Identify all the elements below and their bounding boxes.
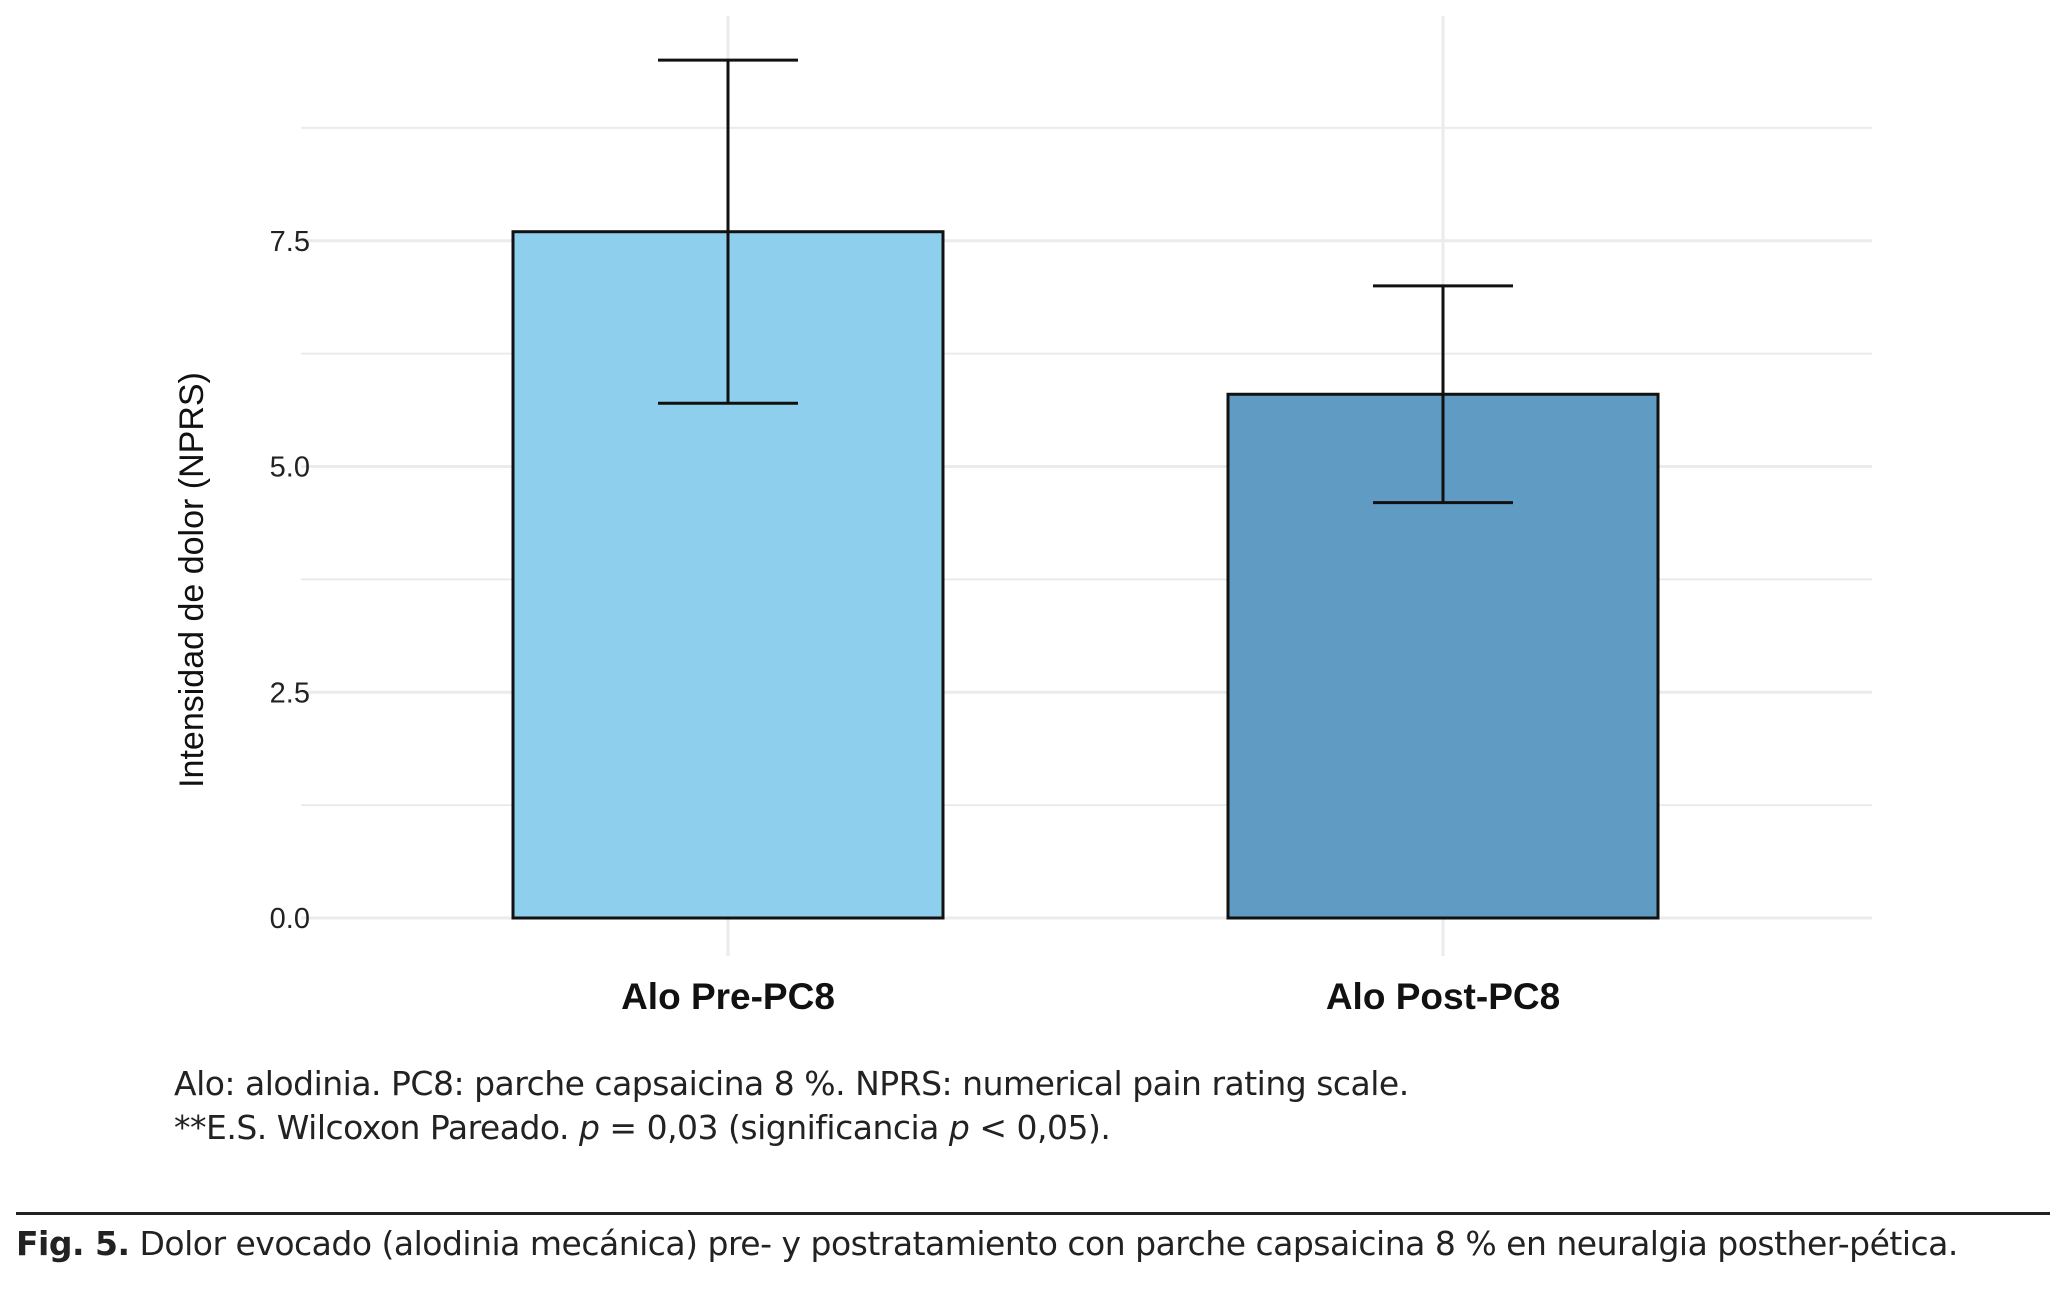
stats-mid: = 0,03 (significancia: [599, 1108, 949, 1147]
p-symbol: p: [578, 1108, 600, 1147]
bars: [511, 230, 1660, 920]
statistics-note: **E.S. Wilcoxon Pareado. p = 0,03 (signi…: [174, 1108, 1111, 1147]
figure-label: Fig. 5.: [16, 1224, 130, 1263]
stats-prefix: **E.S. Wilcoxon Pareado.: [174, 1108, 579, 1147]
bar-chart: 0.0 2.5 5.0 7.5 Alo Pre-PC8 Alo Post-PC8 Int…: [173, 16, 1872, 1017]
x-tick-labels: Alo Pre-PC8 Alo Post-PC8: [621, 976, 1560, 1017]
error-bars: [658, 58, 1513, 505]
y-axis-label: Intensidad de dolor (NPRS): [173, 372, 211, 788]
y-tick-label: 2.5: [270, 677, 310, 709]
figure-caption: Fig. 5. Dolor evocado (alodinia mecánica…: [16, 1222, 2056, 1265]
x-tick-label: Alo Post-PC8: [1326, 976, 1560, 1017]
y-tick-label: 0.0: [270, 903, 310, 935]
stats-suffix: < 0,05).: [969, 1108, 1111, 1147]
abbreviations-note: Alo: alodinia. PC8: parche capsaicina 8 …: [174, 1064, 1409, 1103]
p-symbol: p: [948, 1108, 970, 1147]
y-tick-label: 7.5: [270, 226, 310, 258]
figure-caption-text: Dolor evocado (alodinia mecánica) pre- y…: [129, 1224, 1958, 1263]
y-tick-label: 5.0: [270, 452, 310, 484]
y-tick-labels: 0.0 2.5 5.0 7.5: [270, 226, 310, 935]
caption-divider: [16, 1212, 2050, 1215]
x-tick-label: Alo Pre-PC8: [621, 976, 835, 1017]
